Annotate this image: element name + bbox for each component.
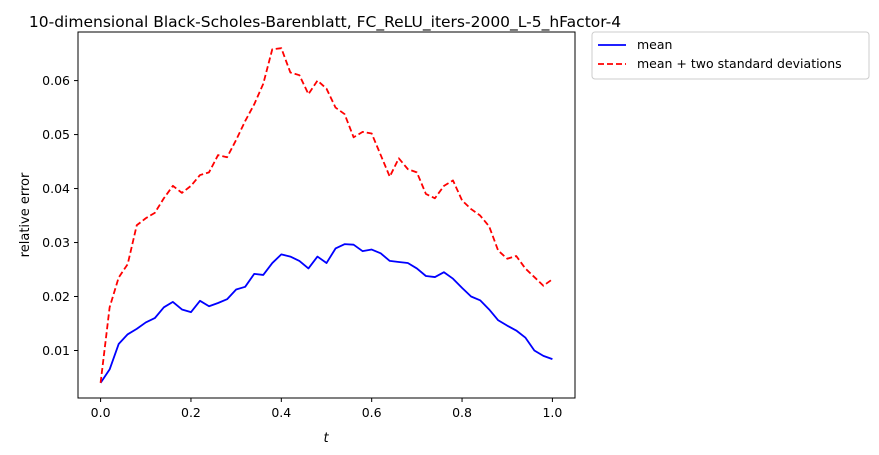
x-tick-label: 0.2 [181,405,201,420]
axes-frame [77,31,576,399]
series-line-mean-plus-two-sd [99,47,553,383]
x-axis-label: t [323,431,329,446]
x-tick-label: 1.0 [542,405,562,420]
y-tick-label: 0.03 [42,235,70,250]
x-tick-label: 0.8 [452,405,472,420]
y-tick-label: 0.04 [42,181,70,196]
y-tick-label: 0.01 [42,343,70,358]
y-axis-label: relative error [18,172,33,257]
legend-frame [591,31,870,80]
x-tick-label: 0.0 [91,405,111,420]
y-tick-label: 0.06 [42,73,70,88]
x-axis-ticks: 0.0 0.2 0.4 0.6 0.8 1.0 [91,398,562,420]
chart-title: 10-dimensional Black-Scholes-Barenblatt,… [29,13,621,32]
legend: mean mean + two standard deviations [591,31,870,80]
y-axis-ticks: 0.01 0.02 0.03 0.04 0.05 0.06 [42,73,78,358]
x-tick-label: 0.6 [362,405,382,420]
y-tick-label: 0.05 [42,127,70,142]
plot-area [77,31,576,399]
legend-label-mean: mean [637,37,672,52]
legend-label-upper: mean + two standard deviations [637,56,842,71]
x-tick-label: 0.4 [271,405,291,420]
series-layer [99,47,553,384]
series-line-mean [99,243,553,384]
y-tick-label: 0.02 [42,289,70,304]
